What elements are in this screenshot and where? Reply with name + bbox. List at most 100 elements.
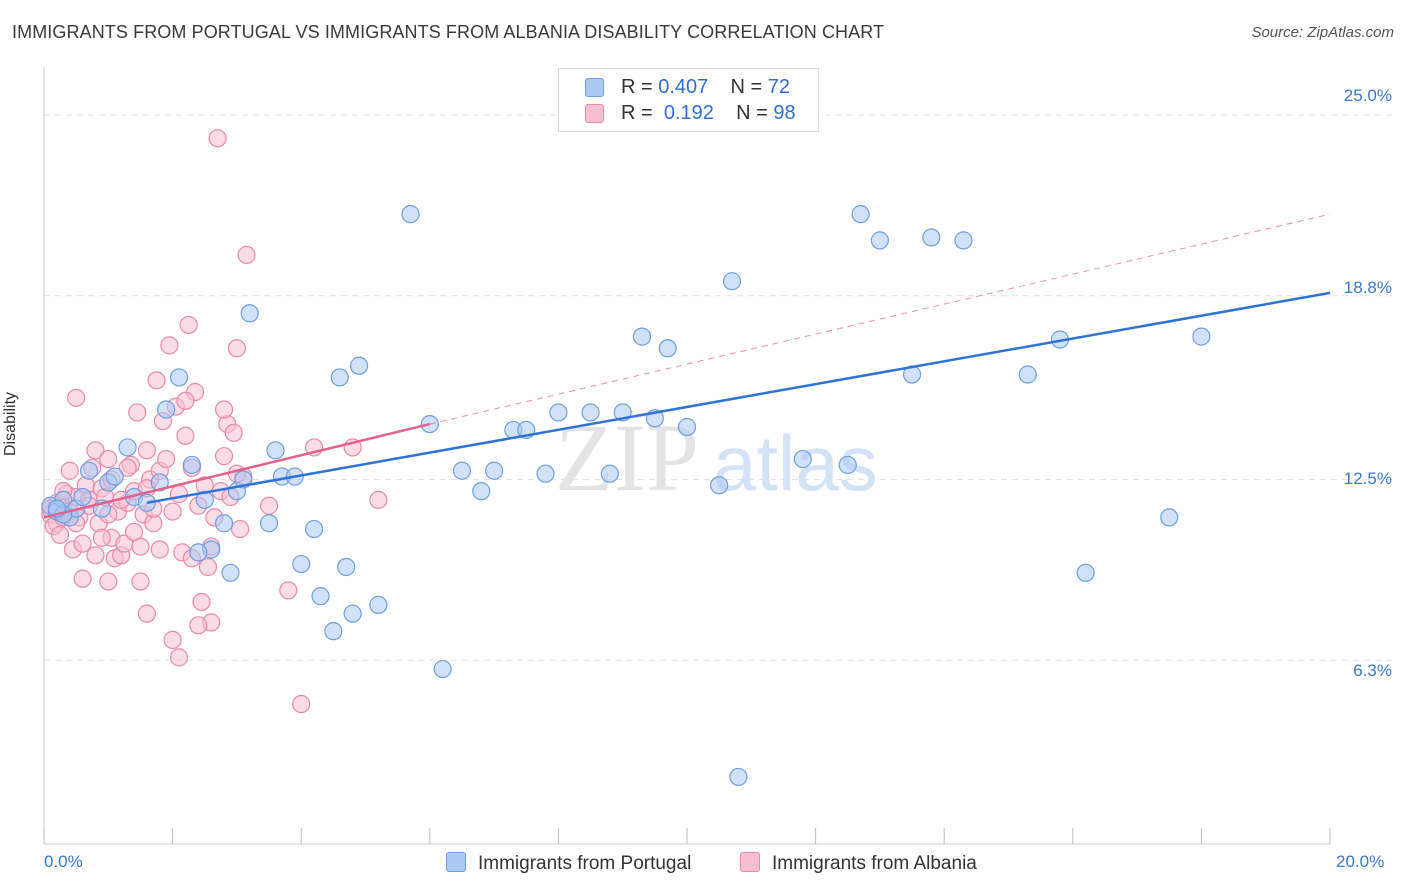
albania-swatch <box>740 852 760 872</box>
albania-point <box>131 572 150 591</box>
legend-label: Immigrants from Albania <box>772 853 977 874</box>
portugal-point <box>214 514 234 533</box>
portugal-point <box>452 461 472 480</box>
portugal-point <box>182 455 201 475</box>
portugal-swatch <box>446 852 466 872</box>
albania-point <box>198 557 218 577</box>
portugal-point <box>922 228 941 247</box>
bottom-legend-albania: Immigrants from Albania <box>740 852 977 875</box>
bottom-legend-portugal: Immigrants from Portugal <box>446 852 691 875</box>
portugal-point <box>536 464 555 483</box>
portugal-point <box>729 767 748 787</box>
albania-point <box>192 592 211 612</box>
r-label: R = <box>621 76 653 98</box>
albania-point <box>227 339 246 358</box>
legend-label: Immigrants from Portugal <box>478 853 692 874</box>
portugal-point <box>337 557 356 577</box>
portugal-point <box>169 368 189 387</box>
albania-point <box>60 461 79 480</box>
albania-point <box>150 540 169 559</box>
portugal-point <box>240 304 259 323</box>
albania-point <box>179 315 198 335</box>
portugal-point <box>793 449 812 469</box>
axes <box>43 66 1331 845</box>
portugal-point <box>1076 563 1095 582</box>
n-value: 98 <box>773 102 796 124</box>
portugal-point <box>105 467 124 486</box>
albania-point <box>214 400 234 419</box>
portugal-point <box>722 272 742 291</box>
portugal-trend-line <box>146 291 1331 505</box>
portugal-point <box>870 231 890 250</box>
albania-point <box>169 484 189 504</box>
portugal-point <box>189 543 208 562</box>
portugal-point <box>1192 327 1211 346</box>
portugal-point <box>330 368 349 387</box>
albania-point <box>147 371 166 390</box>
albania-point <box>279 581 298 600</box>
albania-point <box>169 648 189 667</box>
albania-point <box>86 546 105 565</box>
albania-point <box>137 604 156 623</box>
n-label: N = <box>730 76 763 98</box>
albania-point <box>73 569 92 588</box>
portugal-point <box>658 339 677 358</box>
portugal-point <box>349 356 369 375</box>
portugal-point <box>838 455 857 475</box>
albania-point <box>176 426 195 445</box>
albania-point <box>259 496 279 515</box>
r-label: R = <box>621 102 653 124</box>
portugal-point <box>472 482 491 501</box>
portugal-point <box>632 327 652 346</box>
y-tick-label: 18.8% <box>1343 278 1392 297</box>
albania-point <box>231 519 250 539</box>
albania-point <box>224 423 243 442</box>
portugal-point <box>485 461 504 480</box>
x-tick-label: 0.0% <box>44 852 83 871</box>
albania-point <box>50 525 70 545</box>
watermark: ZIP atlas <box>555 404 878 511</box>
portugal-point <box>73 487 92 507</box>
y-tick-label: 12.5% <box>1343 469 1392 488</box>
n-value: 72 <box>767 76 791 98</box>
albania-point <box>99 572 118 591</box>
albania-point <box>176 391 195 410</box>
y-axis-label: Disability <box>2 391 19 456</box>
portugal-point <box>401 205 420 224</box>
r-value: 0.192 <box>663 102 714 124</box>
portugal-point <box>343 604 362 623</box>
albania-point <box>160 336 179 355</box>
portugal-point <box>600 464 619 483</box>
chart-title: IMMIGRANTS FROM PORTUGAL VS IMMIGRANTS F… <box>12 22 885 42</box>
albania-point <box>73 534 92 553</box>
albania-point <box>208 129 227 148</box>
albania-point <box>67 388 86 407</box>
portugal-point <box>259 514 279 533</box>
portugal-point <box>677 417 697 437</box>
portugal-point <box>311 587 330 606</box>
albania-point <box>163 630 182 649</box>
watermark-zip: ZIP <box>555 404 699 511</box>
portugal-point <box>549 403 568 422</box>
portugal-point <box>221 563 240 582</box>
albania-point <box>157 449 176 469</box>
r-value: 0.407 <box>658 76 709 98</box>
portugal-point <box>1018 365 1037 384</box>
portugal-point <box>433 659 452 679</box>
albania-point <box>163 502 182 521</box>
albania-point <box>237 245 256 265</box>
albania-point <box>118 458 137 477</box>
y-tick-label: 6.3% <box>1353 661 1392 680</box>
albania-point <box>92 528 111 547</box>
source-label: Source: ZipAtlas.com <box>1251 24 1394 41</box>
x-tick-label: 20.0% <box>1336 852 1385 871</box>
albania-point <box>99 449 118 469</box>
portugal-point <box>157 400 176 419</box>
portugal-swatch <box>585 78 604 97</box>
albania-point <box>292 694 311 714</box>
portugal-point <box>851 205 870 224</box>
portugal-point <box>150 473 169 492</box>
portugal-point <box>79 461 99 480</box>
n-label: N = <box>736 102 768 124</box>
